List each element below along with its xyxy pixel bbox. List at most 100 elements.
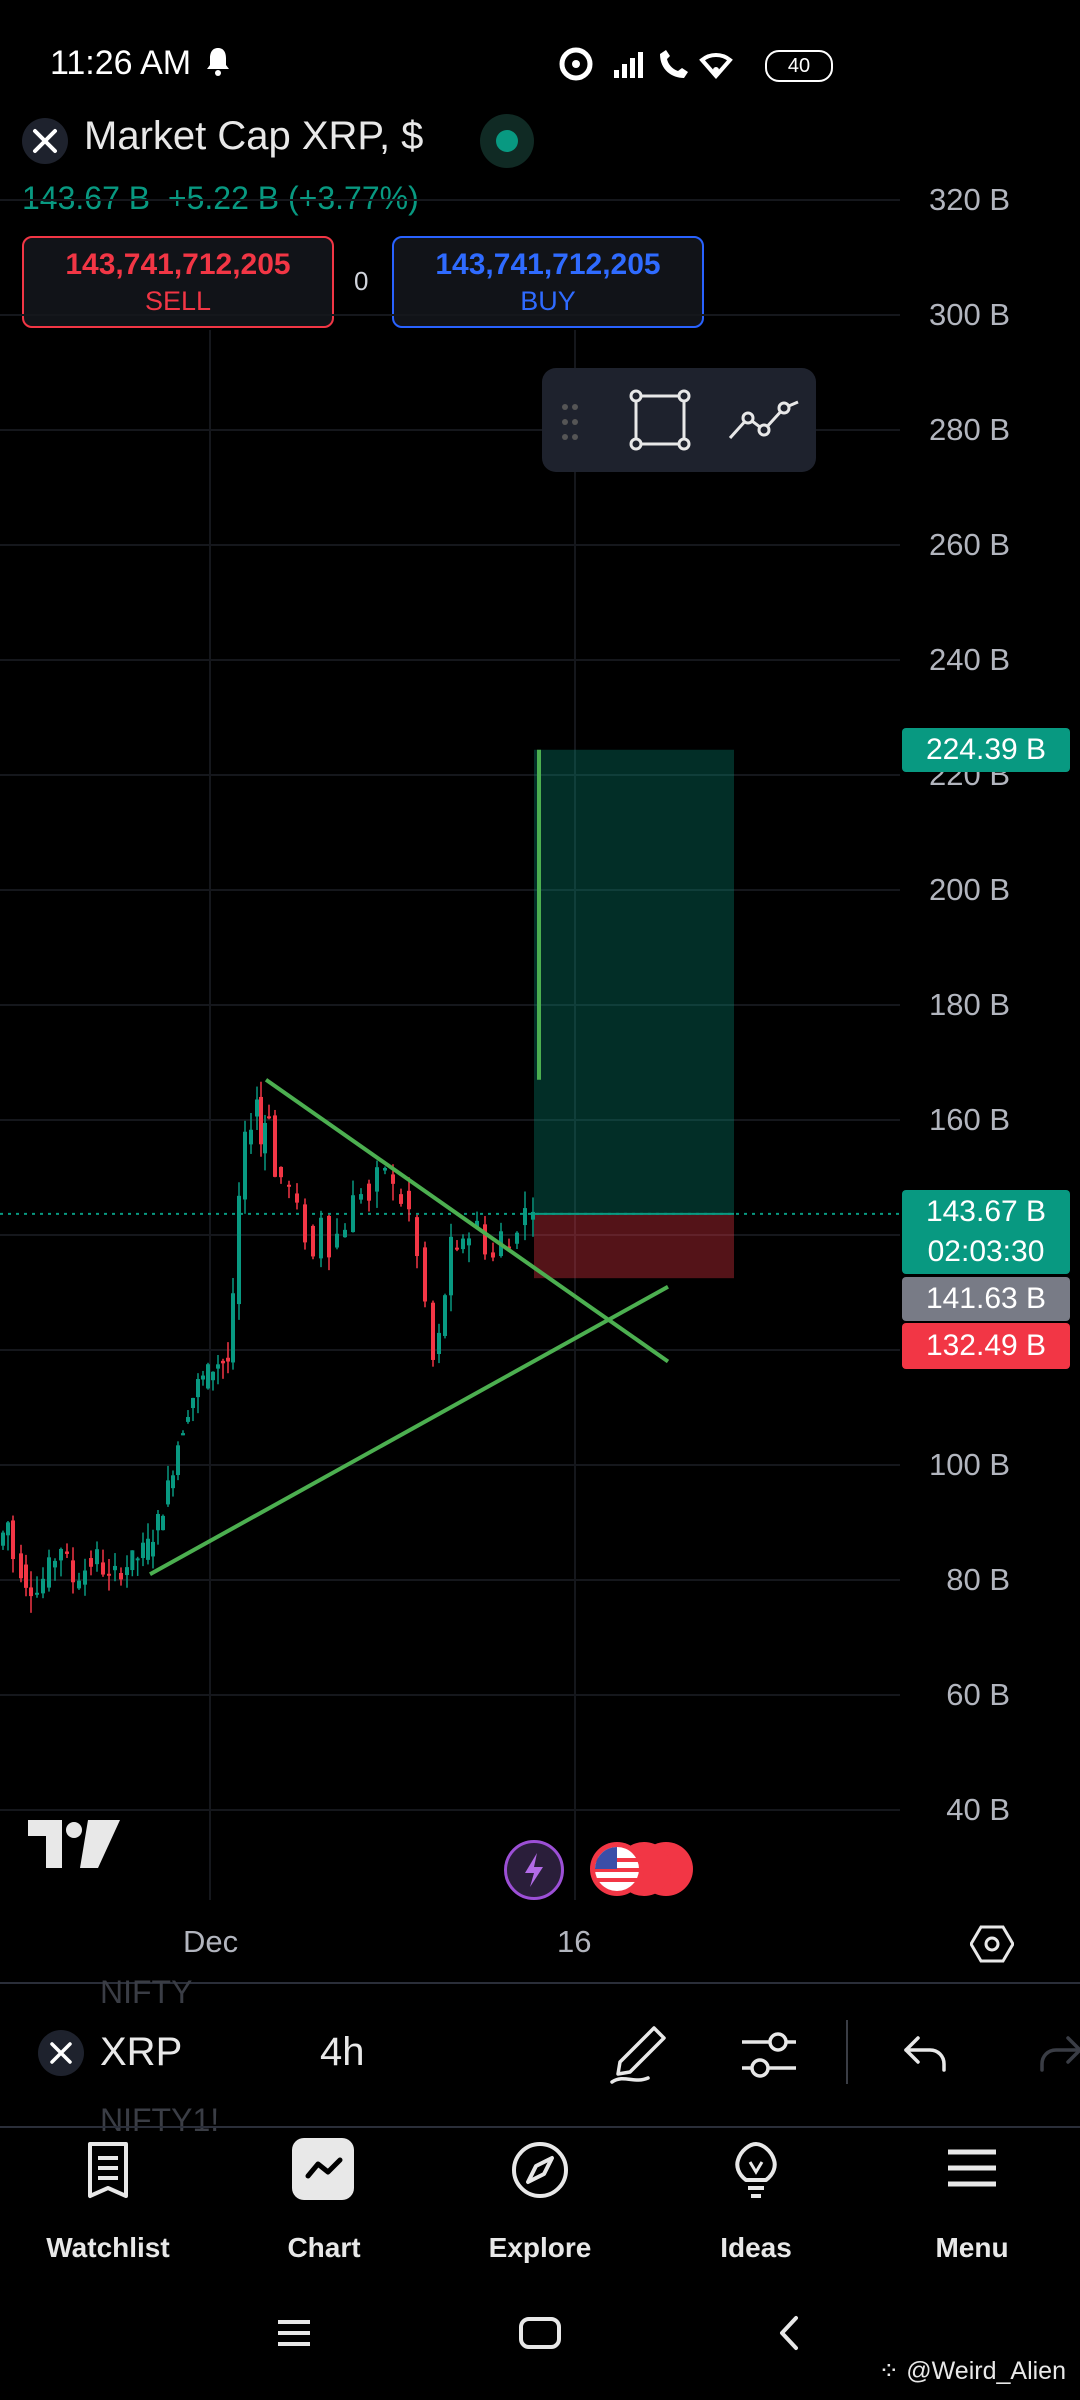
candle-body (119, 1572, 123, 1580)
y-tick-label: 80 B (946, 1562, 1010, 1597)
buy-price: 143,741,712,205 (435, 248, 661, 281)
timeframe-selector[interactable]: 4h (320, 2030, 365, 2074)
candle-body (156, 1513, 160, 1531)
path-tool-icon[interactable] (726, 394, 802, 446)
undo-icon[interactable] (902, 2034, 948, 2074)
us-flag-events[interactable] (586, 1838, 698, 1900)
xrp-logo-icon[interactable] (22, 118, 68, 164)
candle-body (359, 1194, 363, 1200)
candle-body (237, 1195, 241, 1305)
target-price-tag: 224.39 B (902, 728, 1070, 772)
xrp-symbol-icon[interactable] (38, 2030, 84, 2076)
candle-body (507, 1246, 511, 1249)
nav-chart-label: Chart (287, 2232, 361, 2263)
lightning-event-icon[interactable] (504, 1840, 564, 1900)
candle-body (24, 1564, 28, 1588)
nav-chart[interactable]: Chart (216, 2138, 432, 2270)
candle-body (181, 1433, 185, 1436)
candle-body (166, 1480, 170, 1505)
toolbar-separator (846, 2020, 848, 2084)
ghost-symbol-bottom: NIFTY1! (100, 2102, 220, 2138)
candle-body (491, 1252, 495, 1258)
drag-handle-icon[interactable] (560, 402, 580, 442)
candle-body (47, 1557, 51, 1588)
candle-body (216, 1364, 220, 1369)
candle-body (135, 1558, 140, 1561)
candle-body (249, 1129, 253, 1145)
price-change: +5.22 B (+3.77%) (167, 180, 419, 216)
redo-icon[interactable] (1038, 2034, 1080, 2074)
symbol-selector[interactable]: XRP (100, 2030, 183, 2074)
candle-body (130, 1550, 135, 1571)
market-status-icon[interactable] (480, 114, 534, 168)
candle-body (515, 1232, 519, 1244)
nav-explore[interactable]: Explore (432, 2140, 648, 2270)
y-tick-label: 40 B (946, 1792, 1010, 1827)
candle-body (191, 1397, 195, 1409)
symbol-title[interactable]: Market Cap XRP, $ (84, 114, 424, 158)
candle-body (196, 1379, 200, 1398)
candle-body (461, 1238, 465, 1250)
candle-body (327, 1215, 331, 1258)
nav-ideas-label: Ideas (720, 2232, 792, 2263)
nav-ideas[interactable]: Ideas (648, 2140, 864, 2270)
chart-settings-icon[interactable] (970, 1924, 1014, 1964)
tradingview-logo-icon[interactable] (28, 1820, 120, 1868)
candle-body (431, 1302, 435, 1360)
nav-watchlist-label: Watchlist (46, 2232, 170, 2263)
candle-body (531, 1211, 535, 1220)
status-bar: 11:26 AM 40 (0, 0, 1080, 120)
candle-body (201, 1375, 205, 1380)
lightbulb-icon (735, 2142, 777, 2198)
back-icon[interactable] (776, 2314, 800, 2352)
candle-body (53, 1560, 57, 1568)
countdown-timer: 02:03:30 (927, 1235, 1045, 1268)
candle-body (467, 1238, 471, 1246)
nav-menu[interactable]: Menu (864, 2140, 1080, 2270)
menu-icon (948, 2149, 996, 2187)
candle-body (335, 1233, 339, 1248)
candle-body (399, 1194, 403, 1204)
candle-body (71, 1560, 75, 1583)
watermark-icon: ⁘ (878, 2357, 900, 2385)
candle-body (101, 1562, 105, 1575)
candle-body (221, 1360, 225, 1364)
candle-body (273, 1115, 277, 1177)
buy-button[interactable]: 143,741,712,205 BUY (392, 236, 704, 328)
nav-watchlist[interactable]: Watchlist (0, 2140, 216, 2270)
candle-body (83, 1570, 87, 1585)
loss-zone (534, 1213, 734, 1279)
candle-body (65, 1551, 69, 1554)
candle-body (11, 1520, 15, 1560)
drawing-pen-icon[interactable] (608, 2024, 668, 2086)
y-tick-label: 180 B (928, 987, 1010, 1022)
home-icon[interactable] (518, 2316, 562, 2350)
candle-body (267, 1116, 271, 1119)
price-chart[interactable] (0, 0, 1080, 1900)
candle-body (475, 1220, 479, 1228)
profit-zone (534, 749, 734, 1214)
entry-price-tag: 141.63 B (902, 1277, 1070, 1321)
indicators-icon[interactable] (740, 2030, 798, 2080)
candle-body (77, 1580, 81, 1589)
candle-body (443, 1295, 447, 1336)
candle-body (211, 1371, 215, 1381)
candle-body (141, 1542, 145, 1559)
nav-explore-label: Explore (488, 2232, 592, 2263)
candle-body (151, 1541, 155, 1557)
y-tick-label: 60 B (946, 1677, 1010, 1712)
candle-body (41, 1578, 45, 1594)
x-tick-16: 16 (557, 1924, 592, 1959)
candle-body (176, 1445, 180, 1476)
last-price-tag-value: 143.67 B (925, 1195, 1047, 1228)
y-tick-label: 240 B (928, 642, 1010, 677)
recent-apps-icon[interactable] (276, 2318, 312, 2348)
compass-icon (512, 2142, 568, 2198)
candle-body (59, 1548, 63, 1561)
rectangle-tool-icon[interactable] (628, 388, 692, 452)
candle-body (351, 1195, 355, 1233)
candle-body (171, 1475, 175, 1489)
candle-body (35, 1592, 39, 1595)
sell-button[interactable]: 143,741,712,205 SELL (22, 236, 334, 328)
ghost-symbol-top: NIFTY (100, 1974, 193, 2010)
